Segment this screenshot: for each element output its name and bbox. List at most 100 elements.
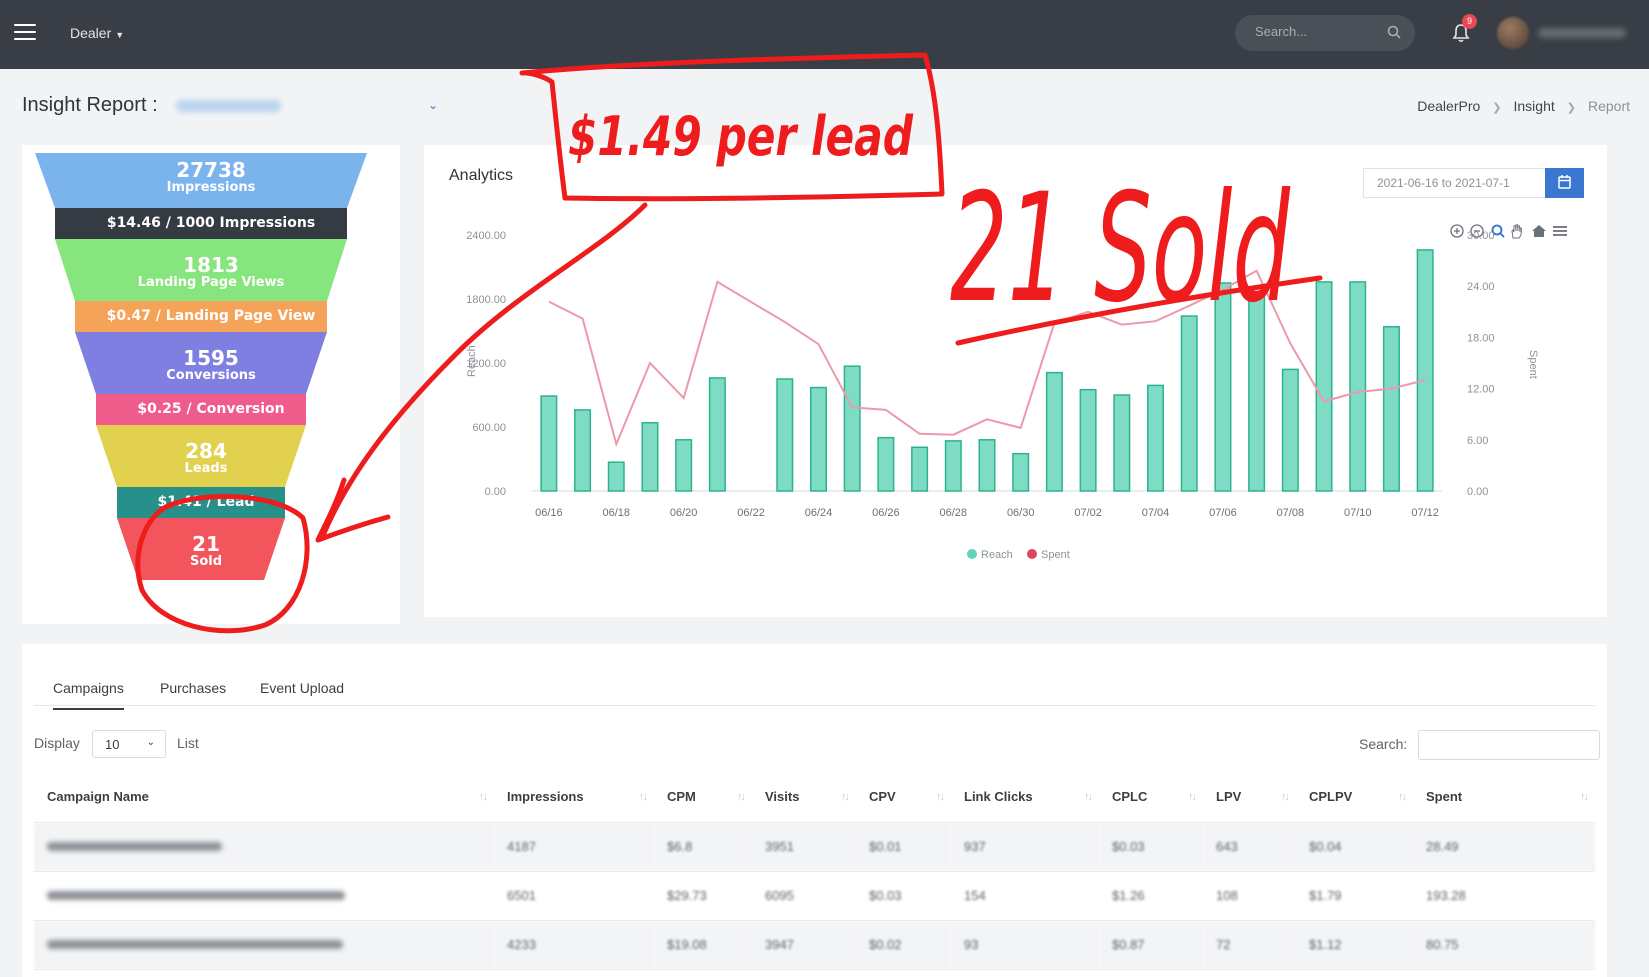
chart-bar-reach [944,440,962,492]
sort-icon[interactable]: ↑↓ [639,791,648,803]
sold-label: Sold [189,554,223,569]
cpc-label: $0.25 / Conversion [137,401,285,417]
column-label: LPV [1216,789,1242,805]
column-header-cplpv[interactable]: CPLPV ↑↓ [1296,772,1413,823]
column-header-cpm[interactable]: CPM ↑↓ [654,772,752,823]
cell-cpv: $0.03 [856,871,951,921]
breadcrumb-item[interactable]: Insight [1513,98,1555,114]
campaign-name-redacted[interactable] [34,871,494,921]
cell-lpv: 108 [1203,871,1296,921]
table-row[interactable]: 6501 $29.73 6095 $0.03 154 $1.26 108 $1.… [34,871,1595,921]
leads-label: Leads [184,461,228,476]
table-header-row: Campaign Name ↑↓ Impressions ↑↓ CPM ↑↓ Visi… [34,772,1595,823]
magnifier-zoom-icon[interactable] [1491,224,1505,238]
analytics-chart: 0.00600.001200.001800.002400.000.006.001… [466,230,1539,561]
column-label: CPLPV [1309,789,1353,805]
legend-label-reach: Reach [981,549,1013,561]
tab-purchases[interactable]: Purchases [160,680,227,696]
x-tick-label: 07/06 [1209,507,1237,519]
zoom-out-icon[interactable] [1470,224,1484,238]
y-right-tick-label: 18.00 [1467,332,1495,344]
tab-event-upload[interactable]: Event Upload [260,680,345,696]
sort-icon[interactable]: ↑↓ [1398,791,1407,803]
zoom-in-icon[interactable] [1450,224,1464,238]
x-tick-label: 06/24 [805,507,833,519]
chart-bar-reach [1248,296,1266,492]
x-tick-label: 07/08 [1277,507,1305,519]
legend-label-spent: Spent [1041,549,1070,561]
chart-bar-reach [641,421,659,492]
chart-bar-reach [1147,384,1165,492]
global-search-input[interactable] [1255,24,1385,39]
breadcrumb-item[interactable]: DealerPro [1417,98,1481,114]
column-header-cplc[interactable]: CPLC ↑↓ [1099,772,1203,823]
column-header-spent[interactable]: Spent ↑↓ [1413,772,1595,823]
column-header-cpv[interactable]: CPV ↑↓ [856,772,951,823]
sort-icon[interactable]: ↑↓ [479,791,488,803]
y-left-tick-label: 2400.00 [466,230,506,242]
column-header-campaign-name[interactable]: Campaign Name ↑↓ [34,772,494,823]
cell-impressions: 6501 [494,871,654,921]
funnel-lpv-segment [55,239,347,301]
page-length-select[interactable]: 10 ⌄ [92,730,166,758]
sort-icon[interactable]: ↑↓ [841,791,850,803]
search-icon[interactable] [1387,25,1401,39]
account-select-redacted[interactable] [176,100,281,112]
sort-icon[interactable]: ↑↓ [1188,791,1197,803]
date-range-input[interactable]: 2021-06-16 to 2021-07-1 [1363,168,1546,198]
column-header-impressions[interactable]: Impressions ↑↓ [494,772,654,823]
calendar-button[interactable] [1545,168,1584,198]
table-search-input[interactable] [1418,730,1600,760]
sort-icon[interactable]: ↑↓ [737,791,746,803]
column-header-link-clicks[interactable]: Link Clicks ↑↓ [951,772,1099,823]
campaign-name-redacted[interactable] [34,822,494,872]
pan-hand-icon[interactable] [1511,224,1523,239]
funnel-leads-segment [96,425,306,487]
impressions-label: Impressions [166,180,256,195]
top-navbar: Dealer▼ 9 [0,0,1649,69]
sort-icon[interactable]: ↑↓ [1580,791,1589,803]
y-right-tick-label: 0.00 [1467,486,1488,498]
tab-campaigns[interactable]: Campaigns [53,680,124,710]
cell-spent: 80.75 [1413,920,1595,970]
display-label: Display [34,735,80,751]
column-header-visits[interactable]: Visits ↑↓ [752,772,856,823]
funnel-conversions: 1595 Conversions [22,347,400,383]
chart-bar-reach [978,439,996,492]
x-tick-label: 07/02 [1074,507,1102,519]
y-left-tick-label: 0.00 [485,486,506,498]
chart-bar-reach [809,386,827,492]
column-header-lpv[interactable]: LPV ↑↓ [1203,772,1296,823]
chart-menu-icon[interactable] [1553,226,1567,236]
y-right-tick-label: 24.00 [1467,281,1495,293]
cell-link-clicks: 154 [951,871,1099,921]
funnel-leads: 284 Leads [17,440,395,476]
page-length-value: 10 [105,737,120,752]
column-label: Impressions [507,789,584,805]
impressions-value: 27738 [176,158,246,182]
x-tick-label: 06/16 [535,507,563,519]
column-label: Spent [1426,789,1463,805]
avatar[interactable] [1497,17,1529,49]
chevron-right-icon: ❯ [1492,102,1502,114]
home-reset-icon[interactable] [1532,225,1546,237]
sort-icon[interactable]: ↑↓ [1281,791,1290,803]
chart-bar-reach [877,436,895,492]
chart-bar-reach [675,439,693,492]
funnel-lpv: 1813 Landing Page Views [22,254,400,290]
chart-bar-reach [1349,281,1367,492]
notification-badge: 9 [1462,14,1477,29]
chart-bar-reach [1214,282,1232,492]
cell-lpv: 72 [1203,920,1296,970]
campaigns-table: Campaign Name ↑↓ Impressions ↑↓ CPM ↑↓ Visi… [34,772,1595,970]
table-row[interactable]: 4187 $6.8 3951 $0.01 937 $0.03 643 $0.04… [34,822,1595,872]
hamburger-menu-icon[interactable] [14,24,36,42]
sort-icon[interactable]: ↑↓ [936,791,945,803]
table-row[interactable]: 4233 $19.08 3947 $0.02 93 $0.87 72 $1.12… [34,920,1595,970]
campaign-name-redacted[interactable] [34,920,494,970]
chevron-down-icon[interactable]: ⌄ [428,98,439,112]
username-redacted[interactable] [1538,28,1626,38]
sort-icon[interactable]: ↑↓ [1084,791,1093,803]
cell-impressions: 4233 [494,920,654,970]
dealer-dropdown[interactable]: Dealer ▼ [70,25,124,41]
